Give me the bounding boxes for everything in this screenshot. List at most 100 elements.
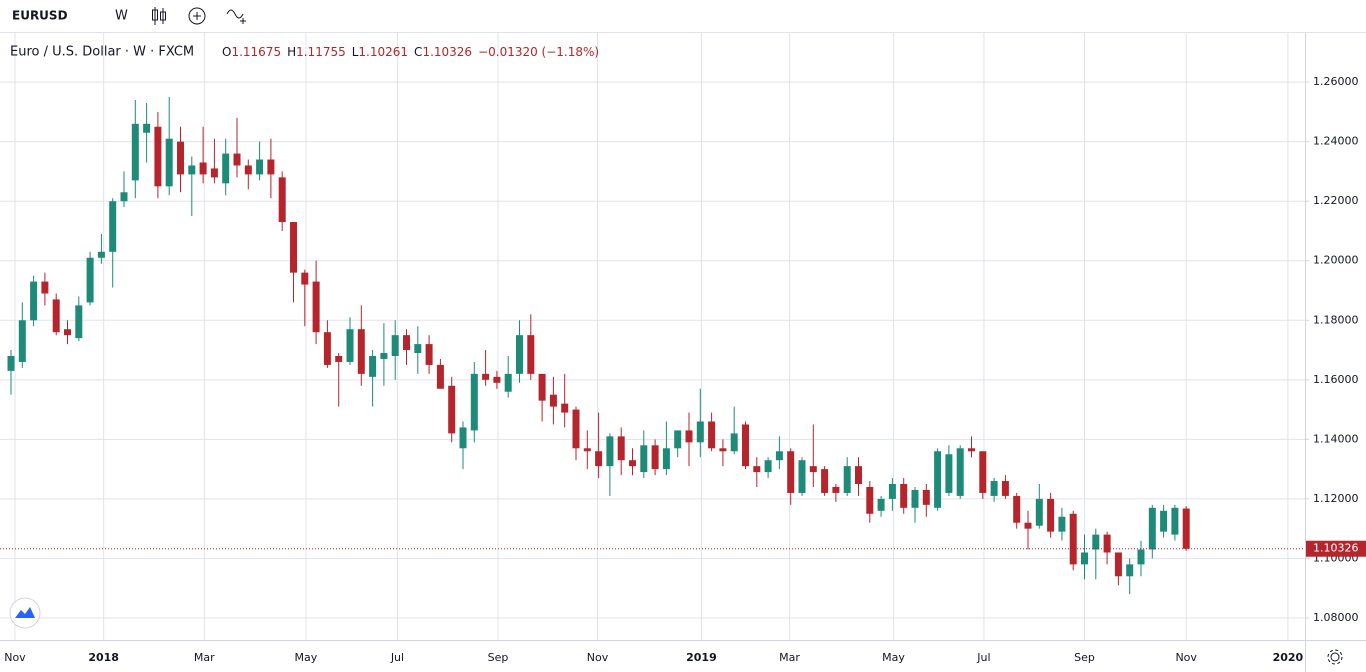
candle-body (403, 335, 410, 351)
candles (7, 97, 1190, 595)
interval[interactable]: W (115, 9, 128, 24)
compare-icon[interactable] (188, 7, 206, 25)
candle-body (470, 373, 478, 431)
ohlc-value: 1.11675 (231, 45, 281, 59)
x-tick-label: 2019 (686, 651, 717, 664)
candle-body (414, 344, 422, 354)
candle-body (583, 448, 591, 452)
candle-body (538, 373, 546, 401)
candle-body (188, 165, 196, 175)
ohlc-value: 1.10261 (358, 45, 408, 59)
candle-body (346, 329, 354, 362)
candle-body (312, 281, 320, 333)
tv-logo[interactable] (9, 597, 41, 629)
x-tick-label: Jul (976, 651, 990, 664)
y-tick-label: 1.16000 (1313, 373, 1359, 386)
candle-body (335, 355, 343, 362)
x-tick-label: May (295, 651, 318, 664)
candle-body (97, 251, 105, 258)
candle-body (482, 373, 490, 380)
candle-body (696, 421, 704, 443)
candle-body (369, 355, 377, 377)
candle-body (154, 126, 162, 187)
candle-body (1182, 508, 1190, 549)
indicators-icon[interactable] (226, 9, 246, 24)
candle-body (855, 466, 862, 485)
candle-body (1081, 552, 1088, 565)
candle-body (30, 281, 38, 321)
candle-body (798, 460, 806, 493)
candle-body (165, 138, 173, 187)
candle-body (1137, 549, 1145, 565)
candle-body (606, 436, 614, 467)
x-tick-label: 2020 (1273, 651, 1304, 664)
candle-body (629, 460, 636, 467)
candle-body (651, 445, 659, 470)
x-tick-label: Nov (587, 651, 609, 664)
candle-body (911, 489, 919, 508)
candle-body (267, 159, 275, 175)
candle-body (301, 272, 309, 285)
candle-body (888, 484, 896, 499)
candle-body (719, 448, 727, 452)
ohlc-key: L (352, 45, 359, 59)
candle-body (1092, 534, 1100, 550)
candle-body (1126, 564, 1134, 577)
candle-body (448, 385, 456, 434)
candle-body (210, 168, 218, 178)
x-tick-label: May (882, 651, 905, 664)
chart-title: Euro / U.S. Dollar · W · FXCM (10, 45, 194, 60)
y-tick-label: 1.08000 (1313, 611, 1359, 624)
candle-body (821, 469, 829, 493)
chart-type-icon[interactable] (152, 7, 166, 25)
candle-body (922, 489, 930, 505)
candle-body (493, 376, 501, 383)
candle-body (222, 153, 230, 184)
candle-body (18, 320, 26, 362)
candle-body (290, 222, 297, 273)
candle-body (391, 335, 399, 356)
settings-icon[interactable] (1327, 649, 1343, 665)
candle-body (52, 299, 60, 333)
candle-body (1069, 513, 1077, 565)
y-tick-label: 1.26000 (1313, 75, 1359, 88)
candle-body (1047, 498, 1055, 532)
candle-body (64, 329, 71, 336)
symbol[interactable]: EURUSD (12, 9, 68, 23)
candle-body (990, 481, 998, 496)
candle-body (1103, 534, 1111, 553)
candle-body (1013, 495, 1021, 523)
candle-body (1148, 507, 1156, 550)
candle-body (945, 454, 953, 493)
y-tick-label: 1.22000 (1313, 194, 1359, 207)
candle-body (561, 403, 569, 413)
x-tick-label: Mar (779, 651, 800, 664)
candle-body (877, 498, 885, 511)
candle-body (549, 394, 557, 407)
candle-body (866, 486, 874, 514)
candle-body (120, 192, 128, 202)
candle-body (685, 430, 693, 443)
x-tick-label: Sep (1074, 651, 1095, 664)
candle-body (1001, 481, 1009, 496)
y-tick-label: 1.24000 (1313, 135, 1359, 148)
candle-body (109, 201, 117, 252)
candle-body (244, 165, 252, 175)
ohlc-value: 1.10326 (422, 45, 472, 59)
y-tick-label: 1.18000 (1313, 313, 1359, 326)
candle-body (380, 353, 388, 359)
candle-body (617, 436, 625, 461)
toolbar (0, 0, 1366, 32)
candle-body (357, 329, 365, 374)
candle-body (459, 427, 467, 449)
change: −0.01320 (−1.18%) (478, 45, 599, 59)
candle-body (7, 355, 15, 371)
ohlc-key: C (414, 45, 422, 59)
candle-body (1058, 516, 1066, 532)
ohlc-value: 1.11755 (296, 45, 346, 59)
candle-body (1160, 510, 1168, 532)
candle-body (233, 153, 241, 166)
candle-body (934, 451, 942, 508)
candle-body (900, 484, 908, 508)
